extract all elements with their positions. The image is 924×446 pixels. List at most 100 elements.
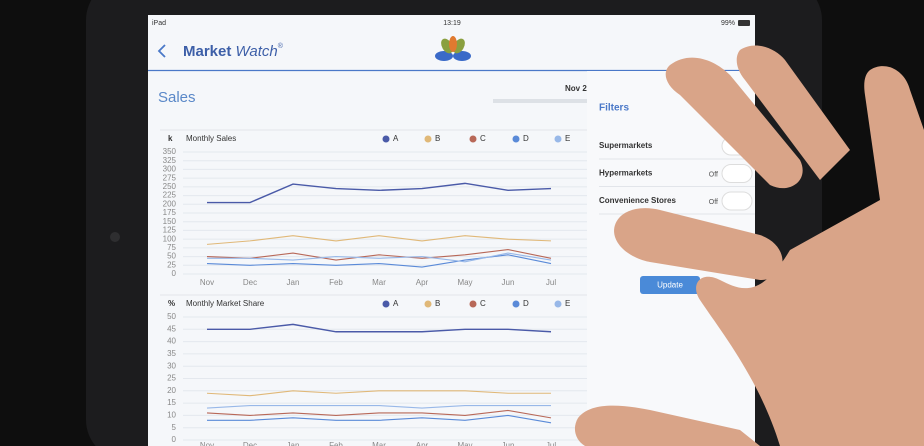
- y-tick-label: 150: [163, 217, 177, 226]
- x-tick-label: May: [457, 441, 472, 446]
- x-tick-label: Feb: [329, 278, 343, 287]
- y-tick-label: 175: [163, 208, 177, 217]
- camera: [110, 232, 120, 242]
- x-tick-label: Nov: [200, 278, 214, 287]
- series-line: [206, 254, 552, 268]
- y-tick-label: 0: [172, 435, 177, 444]
- legend-label: D: [523, 299, 529, 308]
- filter-label: Convenience Stores: [599, 196, 676, 205]
- y-tick-label: 200: [163, 199, 177, 208]
- page-title: Sales: [158, 89, 196, 106]
- app-title-mark: ®: [278, 42, 284, 50]
- y-tick-label: 75: [167, 243, 176, 252]
- time: 13:19: [443, 20, 461, 27]
- y-tick-label: 5: [172, 423, 177, 432]
- x-tick-label: Feb: [329, 441, 343, 446]
- y-tick-label: 125: [163, 226, 177, 235]
- y-tick-label: 350: [163, 147, 177, 156]
- y-tick-label: 275: [163, 173, 177, 182]
- x-tick-label: Jan: [287, 441, 300, 446]
- y-tick-label: 35: [167, 349, 176, 358]
- chart-title: Monthly Sales: [186, 134, 236, 143]
- legend-label: B: [435, 134, 440, 143]
- legend-label: E: [565, 134, 570, 143]
- legend-dot: [424, 300, 432, 308]
- filter-state: Off: [709, 199, 718, 206]
- filter-toggle[interactable]: [721, 164, 753, 183]
- legend-label: C: [480, 299, 486, 308]
- series-line: [207, 252, 552, 263]
- charts: k Monthly Sales02550751001251501752002252…: [160, 129, 587, 446]
- series-line: [207, 414, 552, 424]
- legend-label: C: [480, 134, 486, 143]
- legend-dot: [469, 135, 477, 143]
- legend-dot: [554, 135, 562, 143]
- y-tick-label: 250: [163, 182, 177, 191]
- date-slider[interactable]: [493, 99, 590, 103]
- app-title: Market Watch®: [183, 42, 284, 60]
- y-axis-label: %: [168, 299, 175, 308]
- back-button[interactable]: [157, 44, 166, 58]
- legend-dot: [554, 300, 562, 308]
- legend-label: E: [565, 299, 570, 308]
- x-tick-label: Dec: [243, 441, 257, 446]
- y-tick-label: 15: [167, 398, 176, 407]
- legend-dot: [512, 300, 520, 308]
- y-tick-label: 20: [167, 386, 176, 395]
- y-tick-label: 25: [167, 260, 176, 269]
- y-tick-label: 0: [172, 269, 177, 278]
- y-tick-label: 300: [163, 165, 177, 174]
- app-title-bold: Market: [183, 43, 231, 60]
- filter-label: Hypermarkets: [599, 169, 653, 178]
- legend-label: B: [435, 299, 440, 308]
- x-tick-label: Mar: [372, 441, 386, 446]
- date: Nov 2: [565, 84, 587, 93]
- y-tick-label: 50: [167, 252, 176, 261]
- logo: [435, 36, 471, 61]
- x-tick-label: Jul: [546, 441, 556, 446]
- battery-icon: [738, 20, 750, 26]
- y-axis-label: k: [168, 134, 173, 143]
- legend-dot: [382, 300, 390, 308]
- x-tick-label: Jul: [546, 278, 556, 287]
- y-tick-label: 45: [167, 324, 176, 333]
- x-tick-label: Nov: [200, 441, 214, 446]
- series-line: [207, 323, 552, 333]
- filter-label: Supermarkets: [599, 141, 653, 150]
- legend-dot: [424, 135, 432, 143]
- y-tick-label: 325: [163, 156, 177, 165]
- y-tick-label: 50: [167, 312, 176, 321]
- y-tick-label: 40: [167, 337, 176, 346]
- app-title-italic: Watch: [236, 43, 278, 60]
- filter-toggle[interactable]: [721, 191, 753, 211]
- x-tick-label: May: [457, 278, 472, 287]
- legend-label: A: [393, 299, 399, 308]
- filter-state: Off: [709, 171, 718, 178]
- x-tick-label: Apr: [416, 278, 429, 287]
- y-tick-label: 25: [167, 374, 176, 383]
- legend-dot: [512, 135, 520, 143]
- chart-title: Monthly Market Share: [186, 299, 265, 308]
- x-tick-label: Jun: [502, 441, 515, 446]
- y-tick-label: 100: [163, 234, 177, 243]
- device: iPad: [152, 20, 166, 27]
- series-line: [206, 390, 551, 397]
- update-button[interactable]: [640, 276, 700, 294]
- legend-label: D: [523, 134, 529, 143]
- x-tick-label: Mar: [372, 278, 386, 287]
- legend-dot: [469, 300, 477, 308]
- legend-dot: [382, 135, 390, 143]
- x-tick-label: Jan: [287, 278, 300, 287]
- update-label: Update: [657, 281, 683, 290]
- x-tick-label: Apr: [416, 441, 429, 446]
- x-tick-label: Dec: [243, 278, 257, 287]
- x-tick-label: Jun: [502, 278, 515, 287]
- battery: 99%: [721, 20, 735, 27]
- legend-label: A: [393, 134, 399, 143]
- series-line: [206, 235, 552, 245]
- y-tick-label: 30: [167, 361, 176, 370]
- series-line: [206, 249, 552, 261]
- hand: [574, 45, 924, 446]
- y-tick-label: 10: [167, 411, 176, 420]
